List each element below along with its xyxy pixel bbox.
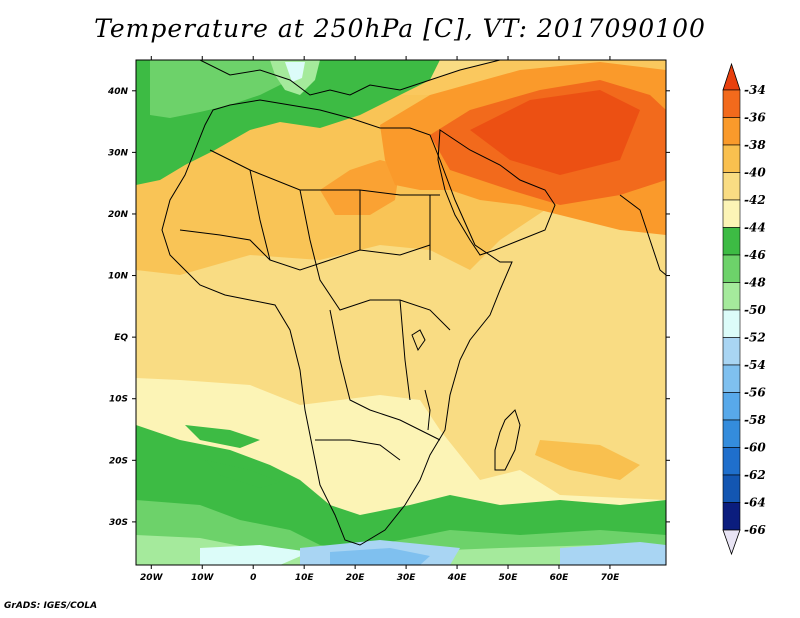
colorbar-label: -48 [744, 276, 766, 290]
colorbar-label: -66 [744, 523, 766, 537]
colorbar-bottom-arrow [722, 529, 741, 556]
colorbar-label: -38 [744, 138, 766, 152]
colorbar-label: -56 [744, 386, 766, 400]
colorbar-label: -34 [744, 83, 766, 97]
map-frame [135, 59, 667, 566]
coastlines [161, 60, 666, 546]
colorbar-swatch [722, 199, 741, 228]
colorbar-swatch [722, 364, 741, 393]
lat-tick-label: 10N [108, 272, 129, 282]
colorbar-label: -64 [744, 496, 766, 510]
colorbar-swatch [722, 117, 741, 146]
lat-tick-label: 20N [108, 210, 129, 220]
colorbar-swatch [722, 144, 741, 173]
colorbar-label: -50 [744, 303, 766, 317]
colorbar-swatch [722, 447, 741, 476]
lon-tick-label: 20W [140, 573, 164, 583]
colorbar-swatch [722, 502, 741, 531]
lat-tick-label: 20S [109, 456, 128, 466]
colorbar-swatch [722, 419, 741, 448]
map-title: Temperature at 250hPa [C], VT: 201709010… [94, 14, 706, 43]
colorbar-swatch [722, 254, 741, 283]
colorbar-label: -46 [744, 248, 766, 262]
lat-tick-label: 10S [109, 395, 128, 405]
lat-tick-label: 40N [107, 87, 129, 97]
lon-tick-label: 30E [397, 573, 417, 583]
colorbar-swatch [722, 172, 741, 201]
lon-tick-label: 60E [550, 573, 570, 583]
lon-tick-label: 0 [250, 573, 256, 583]
colorbar-swatch [722, 282, 741, 311]
lon-tick-label: 20E [346, 573, 366, 583]
lat-tick-label: 30S [109, 518, 128, 528]
colorbar-label: -62 [744, 468, 766, 482]
credit-label: GrADS: IGES/COLA [4, 601, 98, 611]
lon-tick-label: 40E [447, 573, 468, 583]
colorbar-label: -44 [744, 221, 766, 235]
colorbar: -34 -36 -38 -40 -42 -44 -46 -48 -50 -52 -54 -56 -58 -… [722, 62, 766, 556]
colorbar-top-arrow [722, 62, 741, 91]
lat-tick-label: 30N [108, 148, 129, 158]
lat-tick-label: EQ [114, 333, 128, 343]
colorbar-label: -52 [744, 331, 766, 345]
colorbar-label: -54 [744, 358, 766, 372]
colorbar-label: -40 [744, 166, 766, 180]
lon-tick-label: 50E [499, 573, 519, 583]
colorbar-swatch [722, 89, 741, 118]
colorbar-swatch [722, 309, 741, 338]
colorbar-swatch [722, 337, 741, 366]
colorbar-swatch [722, 392, 741, 421]
longitude-axis: 20W 10W 0 10E 20E 30E 40E 50E 60E 70E [140, 56, 620, 583]
colorbar-label: -36 [744, 111, 766, 125]
colorbar-label: -58 [744, 413, 766, 427]
colorbar-label: -42 [744, 193, 766, 207]
colorbar-swatch [722, 474, 741, 503]
lon-tick-label: 10E [295, 573, 315, 583]
colorbar-label: -60 [744, 441, 766, 455]
colorbar-swatch [722, 227, 741, 256]
lon-tick-label: 10W [191, 573, 215, 583]
latitude-axis: 40N 30N 20N 10N EQ 10S 20S 30S [107, 87, 670, 528]
lon-tick-label: 70E [601, 573, 621, 583]
